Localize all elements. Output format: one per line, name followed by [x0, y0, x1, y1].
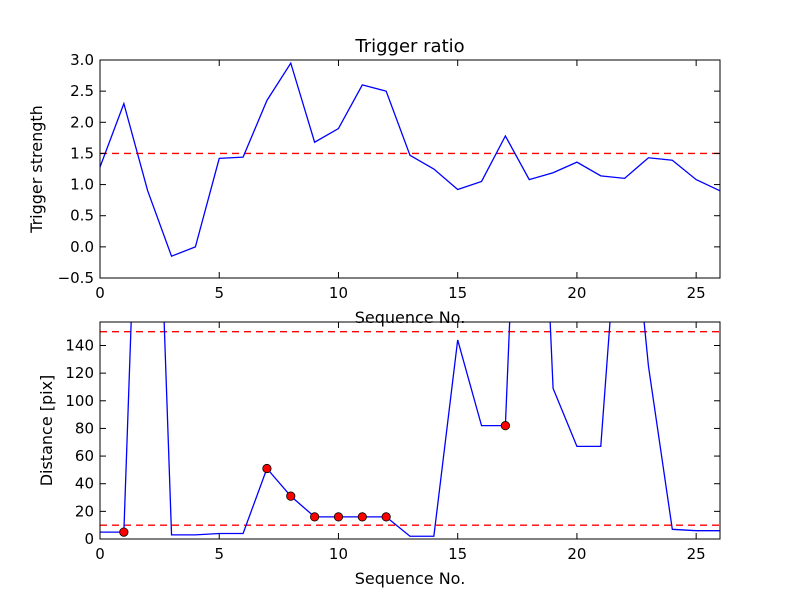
x-tick-label: 0: [95, 284, 105, 302]
x-tick-label: 25: [687, 545, 706, 563]
y-tick-label: 140: [65, 336, 94, 354]
data-point: [357, 512, 367, 522]
data-point: [500, 421, 510, 431]
x-axis-label: Sequence No.: [355, 308, 466, 327]
y-tick-label: 120: [65, 364, 94, 382]
y-tick-label: 0.5: [70, 207, 94, 225]
x-tick-label: 10: [329, 284, 348, 302]
trigger-ratio-chart: 0 5 10 15 20 25 −0.5 0.0 0.5 1.0 1.5 2.0 2.5 3.0 Trigg…: [27, 36, 721, 327]
y-axis-label: Trigger strength: [27, 105, 46, 234]
x-tick-label: 15: [448, 284, 467, 302]
data-point: [262, 463, 272, 474]
data-point: [119, 527, 129, 537]
x-tick-label: 5: [214, 545, 224, 563]
x-tick-label: 5: [214, 284, 224, 302]
axes-frame: [99, 321, 721, 540]
x-tick-label: 10: [329, 545, 348, 563]
x-tick-label: 25: [687, 284, 706, 302]
y-tick-label: 20: [75, 502, 94, 520]
y-tick-label: −0.5: [58, 269, 94, 287]
chart-title: Trigger ratio: [354, 36, 464, 57]
data-point: [286, 491, 296, 501]
series-line: [100, 61, 720, 258]
y-tick-label: 3.0: [70, 51, 94, 69]
data-point: [381, 512, 391, 522]
y-tick-label: 1.5: [70, 144, 94, 162]
y-tick-label: 40: [75, 475, 94, 493]
y-tick-label: 0.0: [70, 238, 94, 256]
y-tick-label: 1.0: [70, 176, 94, 194]
y-tick-label: 80: [75, 419, 94, 437]
y-tick-label: 2.0: [70, 113, 94, 131]
data-point: [333, 512, 344, 522]
plot-area: [100, 322, 720, 537]
data-point: [310, 512, 320, 522]
x-tick-label: 20: [567, 284, 586, 302]
y-tick-label: 100: [65, 392, 94, 410]
x-tick-label: 20: [567, 545, 586, 563]
y-axis-label: Distance [pix]: [37, 375, 56, 487]
x-tick-label: 15: [448, 545, 467, 563]
plot-area: [100, 61, 720, 258]
axes-frame: [99, 59, 721, 279]
x-tick-label: 0: [95, 545, 105, 563]
y-tick-label: 0: [84, 530, 94, 548]
y-tick-label: 2.5: [70, 82, 94, 100]
x-axis-label: Sequence No.: [355, 569, 466, 588]
series-line: [100, 322, 720, 537]
distance-chart: 0 5 10 15 20 25 0 20 40 60 80 100 120 140 Sequence No.…: [37, 321, 721, 588]
y-tick-label: 60: [75, 447, 94, 465]
